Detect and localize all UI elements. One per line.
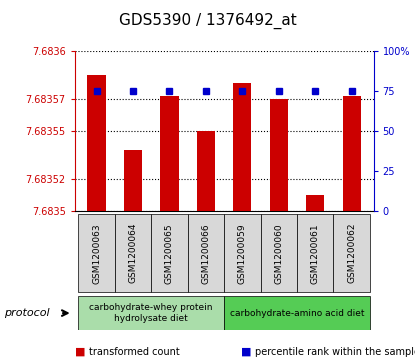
Text: ■: ■ xyxy=(75,347,85,357)
Text: GSM1200063: GSM1200063 xyxy=(92,223,101,284)
Bar xyxy=(270,99,288,211)
Bar xyxy=(233,83,251,211)
Bar xyxy=(297,214,333,292)
Text: GSM1200062: GSM1200062 xyxy=(347,223,356,284)
Text: GSM1200064: GSM1200064 xyxy=(129,223,137,284)
Bar xyxy=(124,150,142,211)
Bar xyxy=(188,214,224,292)
Text: carbohydrate-amino acid diet: carbohydrate-amino acid diet xyxy=(230,309,364,318)
Text: GSM1200060: GSM1200060 xyxy=(274,223,283,284)
Bar xyxy=(78,296,224,330)
Text: GSM1200065: GSM1200065 xyxy=(165,223,174,284)
Bar xyxy=(261,214,297,292)
Bar xyxy=(333,214,370,292)
Text: protocol: protocol xyxy=(4,308,50,318)
Text: GDS5390 / 1376492_at: GDS5390 / 1376492_at xyxy=(119,13,296,29)
Bar xyxy=(88,75,106,211)
Text: GSM1200061: GSM1200061 xyxy=(311,223,320,284)
Bar xyxy=(224,296,370,330)
Bar xyxy=(78,214,115,292)
Text: transformed count: transformed count xyxy=(89,347,180,357)
Bar xyxy=(197,131,215,211)
Bar xyxy=(342,95,361,211)
Bar xyxy=(160,95,178,211)
Bar xyxy=(115,214,151,292)
Text: GSM1200066: GSM1200066 xyxy=(201,223,210,284)
Text: carbohydrate-whey protein
hydrolysate diet: carbohydrate-whey protein hydrolysate di… xyxy=(90,303,213,323)
Bar xyxy=(224,214,261,292)
Text: GSM1200059: GSM1200059 xyxy=(238,223,247,284)
Bar xyxy=(306,195,324,211)
Bar xyxy=(151,214,188,292)
Text: ■: ■ xyxy=(241,347,251,357)
Text: percentile rank within the sample: percentile rank within the sample xyxy=(255,347,415,357)
